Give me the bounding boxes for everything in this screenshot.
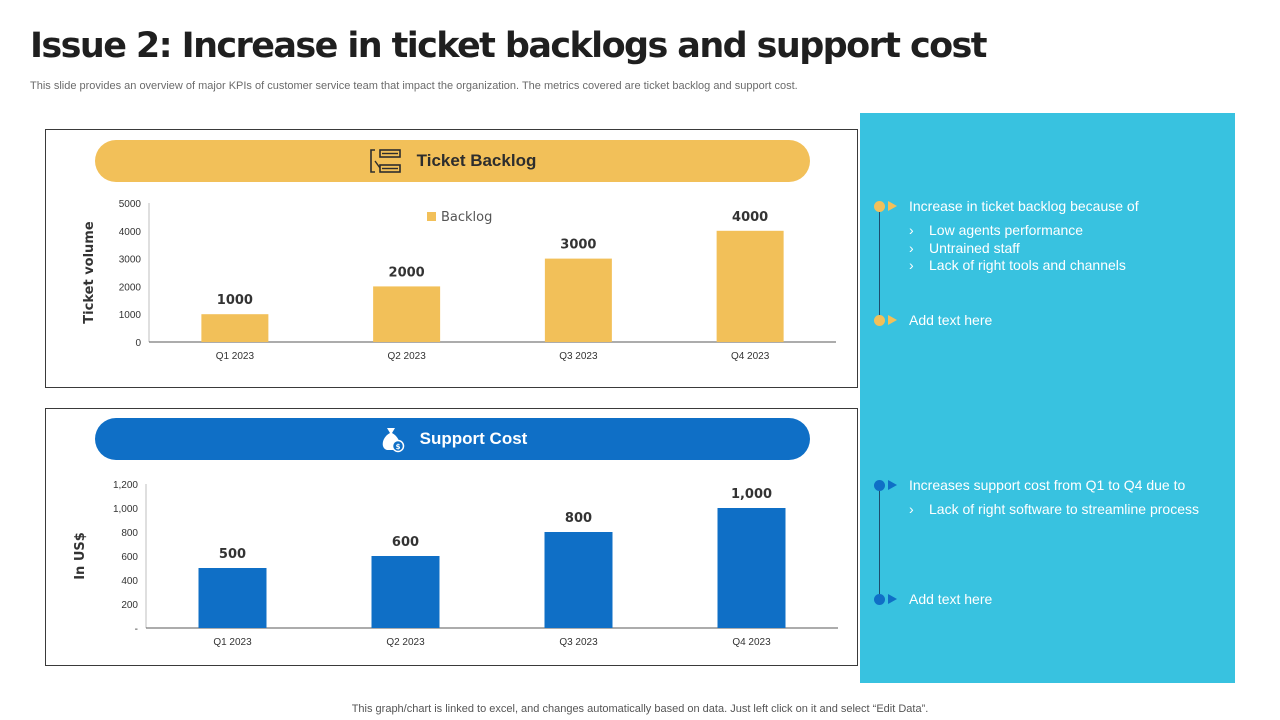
- y-tick-label: 5000: [119, 199, 142, 210]
- cost-add-text[interactable]: Add text here: [909, 591, 993, 607]
- data-label: 3000: [560, 238, 596, 253]
- y-tick-label: 1,200: [113, 480, 138, 491]
- backlog-add-dot-icon: [874, 315, 885, 326]
- bar: [198, 568, 267, 628]
- ticket-backlog-heading: Ticket Backlog: [416, 151, 537, 170]
- bar: [373, 286, 441, 342]
- ticket-backlog-banner: Ticket Backlog: [95, 140, 810, 182]
- support-cost-panel: $ Support Cost - 200 400 600 800 1,000 1,200 In…: [45, 408, 858, 666]
- y-tick-label: 2000: [119, 282, 142, 293]
- legend-label: Backlog: [441, 210, 492, 225]
- cost-dot-icon: [874, 480, 885, 491]
- footer-note: This graph/chart is linked to excel, and…: [351, 703, 929, 715]
- svg-text:$: $: [395, 443, 400, 451]
- x-tick-label: Q4 2023: [732, 637, 771, 648]
- data-label: 600: [392, 535, 419, 550]
- cost-arrow-icon: [888, 480, 897, 490]
- x-tick-label: Q4 2023: [731, 351, 770, 362]
- ticket-list-icon: [369, 146, 405, 176]
- ticket-backlog-panel: Ticket Backlog 0 1000 2000 3000 4000 5000 Tick…: [45, 129, 858, 388]
- y-tick-label: -: [135, 624, 138, 635]
- legend-swatch: [427, 212, 436, 221]
- ticket-backlog-chart[interactable]: 0 1000 2000 3000 4000 5000 Ticket volume 1000 Q1…: [46, 130, 857, 387]
- y-axis-label: In US$: [73, 532, 88, 580]
- y-tick-label: 200: [121, 600, 138, 611]
- page-title: Issue 2: Increase in ticket backlogs and…: [30, 26, 988, 66]
- bar: [716, 230, 784, 342]
- backlog-bullet: › Low agents performance: [909, 222, 1084, 238]
- y-tick-label: 4000: [119, 227, 142, 238]
- support-cost-chart[interactable]: - 200 400 600 800 1,000 1,200 In US$ 500 Q1 2023 6…: [46, 409, 857, 665]
- data-label: 2000: [389, 265, 425, 280]
- data-label: 1000: [217, 293, 253, 308]
- bar: [201, 314, 269, 342]
- cost-add-arrow-icon: [888, 594, 897, 604]
- bar: [717, 508, 786, 628]
- cost-bullet: › Lack of right software to streamline pr…: [909, 501, 1200, 517]
- y-tick-label: 0: [135, 338, 141, 349]
- backlog-dot-icon: [874, 201, 885, 212]
- y-tick-label: 800: [121, 528, 138, 539]
- x-tick-label: Q1 2023: [213, 637, 252, 648]
- data-label: 800: [565, 511, 592, 526]
- x-tick-label: Q2 2023: [387, 351, 426, 362]
- data-label: 1,000: [731, 487, 772, 502]
- x-tick-label: Q3 2023: [559, 637, 598, 648]
- backlog-arrow-icon: [888, 201, 897, 211]
- y-axis-label: Ticket volume: [82, 221, 97, 324]
- support-cost-banner: $ Support Cost: [95, 418, 810, 460]
- y-tick-label: 1000: [119, 310, 142, 321]
- cost-insight-heading: Increases support cost from Q1 to Q4 due…: [909, 477, 1186, 493]
- y-tick-label: 400: [121, 576, 138, 587]
- data-label: 500: [219, 547, 246, 562]
- x-tick-label: Q2 2023: [386, 637, 425, 648]
- bar: [544, 258, 612, 342]
- money-bag-icon: $: [378, 424, 408, 454]
- backlog-timeline-line: [879, 206, 880, 320]
- x-tick-label: Q3 2023: [559, 351, 598, 362]
- bar: [544, 532, 613, 628]
- bar: [371, 556, 440, 628]
- backlog-bullet: › Lack of right tools and channels: [909, 257, 1126, 273]
- insights-panel: Increase in ticket backlog because of › L…: [860, 113, 1235, 683]
- backlog-insight-heading: Increase in ticket backlog because of: [909, 198, 1139, 214]
- support-cost-heading: Support Cost: [419, 429, 528, 448]
- backlog-bullet: › Untrained staff: [909, 240, 1020, 256]
- y-tick-label: 1,000: [113, 504, 138, 515]
- cost-timeline-line: [879, 485, 880, 599]
- page-subtitle: This slide provides an overview of major…: [30, 80, 798, 92]
- y-tick-label: 600: [121, 552, 138, 563]
- backlog-add-arrow-icon: [888, 315, 897, 325]
- y-tick-label: 3000: [119, 255, 142, 266]
- cost-add-dot-icon: [874, 594, 885, 605]
- backlog-add-text[interactable]: Add text here: [909, 312, 993, 328]
- data-label: 4000: [732, 210, 768, 225]
- x-tick-label: Q1 2023: [216, 351, 255, 362]
